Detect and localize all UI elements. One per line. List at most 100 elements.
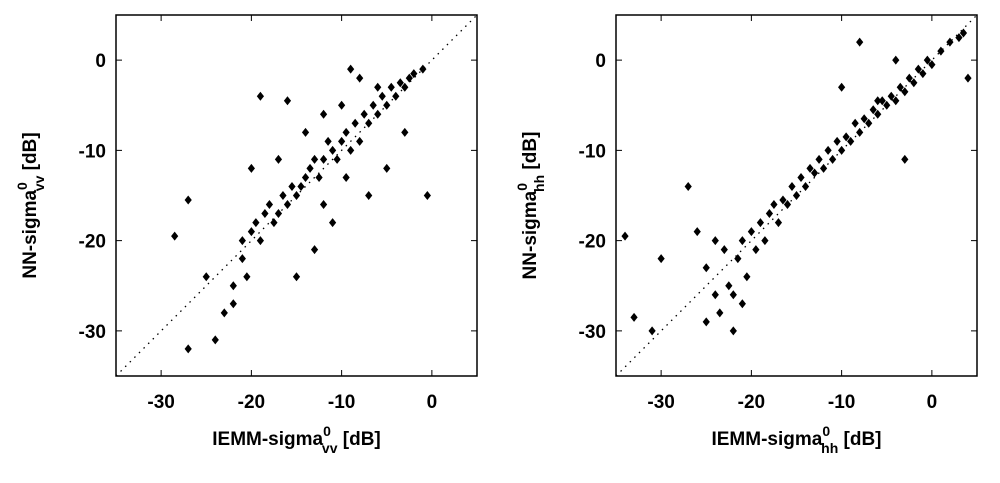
point (806, 163, 814, 173)
point (743, 272, 751, 282)
point (356, 73, 364, 83)
x-axis-label: IEMM-sigma0 vv [dB] (212, 423, 381, 456)
x-axis-label: IEMM-sigma0 hh [dB] (711, 423, 881, 456)
point (378, 91, 386, 101)
point (374, 82, 382, 92)
point (734, 254, 742, 264)
point (423, 191, 431, 200)
point (247, 163, 255, 173)
point (711, 290, 719, 300)
x-axis-label-text: IEMM-sigma (711, 429, 822, 450)
point (829, 154, 837, 164)
point (856, 127, 864, 137)
point (329, 145, 337, 155)
point (824, 145, 832, 155)
point (405, 73, 413, 83)
point (874, 109, 882, 119)
x-axis-label-sup: 0 (822, 423, 830, 439)
point (883, 100, 891, 110)
point (959, 28, 968, 38)
x-tick-label: 0 (927, 392, 938, 413)
point (842, 132, 850, 142)
point (383, 100, 391, 110)
y-tick-label: 0 (595, 51, 606, 72)
y-axis-label-text: NN-sigma (20, 190, 41, 279)
point (347, 145, 355, 155)
point (892, 55, 900, 65)
point (792, 191, 801, 200)
point (324, 136, 332, 146)
point (356, 136, 364, 146)
point (752, 245, 760, 255)
point (838, 145, 846, 155)
point (229, 281, 237, 291)
point (319, 154, 328, 164)
point (283, 96, 292, 106)
point (274, 154, 283, 164)
point (851, 118, 859, 128)
point (243, 272, 251, 282)
point (801, 181, 810, 191)
point (865, 118, 873, 128)
x-axis-label-sup: 0 (323, 423, 331, 439)
point (410, 69, 418, 79)
point (630, 312, 638, 322)
point (711, 236, 719, 246)
point (937, 46, 945, 56)
point (310, 154, 319, 164)
y-axis-label: NN-sigma0hh [dB] (514, 132, 547, 280)
point (301, 127, 310, 137)
point (252, 218, 260, 228)
y-tick-label: -20 (579, 232, 606, 253)
point (256, 236, 264, 246)
point (819, 163, 828, 173)
point (360, 109, 368, 119)
point (401, 82, 409, 92)
y-tick-label: -20 (79, 232, 106, 253)
x-axis-label-unit: [dB] (838, 429, 881, 450)
point (856, 37, 864, 47)
point (720, 245, 728, 255)
point (247, 227, 255, 237)
y-axis-label: NN-sigma0vv [dB] (14, 132, 47, 278)
point (765, 209, 774, 219)
point (702, 317, 710, 327)
point (874, 96, 882, 106)
point (333, 154, 341, 164)
point (369, 100, 377, 110)
point (747, 227, 755, 237)
point (810, 168, 819, 178)
point (401, 127, 409, 137)
point (229, 299, 237, 309)
point (725, 281, 733, 291)
point (955, 33, 963, 43)
point (878, 96, 886, 106)
point (914, 64, 922, 74)
point (238, 254, 246, 264)
point (261, 209, 269, 219)
point (396, 78, 404, 88)
point (860, 114, 868, 124)
point (256, 91, 264, 101)
point (347, 64, 355, 74)
point (905, 73, 913, 83)
point (887, 91, 895, 101)
point (342, 127, 350, 137)
point (238, 236, 246, 246)
point (297, 181, 305, 191)
y-axis-label-unit: [dB] (20, 132, 41, 175)
point (365, 191, 373, 200)
point (621, 231, 629, 241)
point (288, 181, 296, 191)
y-axis-label-sup: 0 (14, 182, 30, 190)
point (833, 136, 841, 146)
point (184, 344, 192, 354)
y-tick-label: 0 (95, 51, 106, 72)
y-tick-label: -30 (579, 322, 606, 343)
point (919, 69, 927, 79)
point (392, 91, 400, 101)
x-tick-label: -30 (647, 392, 674, 413)
point (788, 181, 796, 191)
x-axis-label-unit: [dB] (337, 429, 380, 450)
